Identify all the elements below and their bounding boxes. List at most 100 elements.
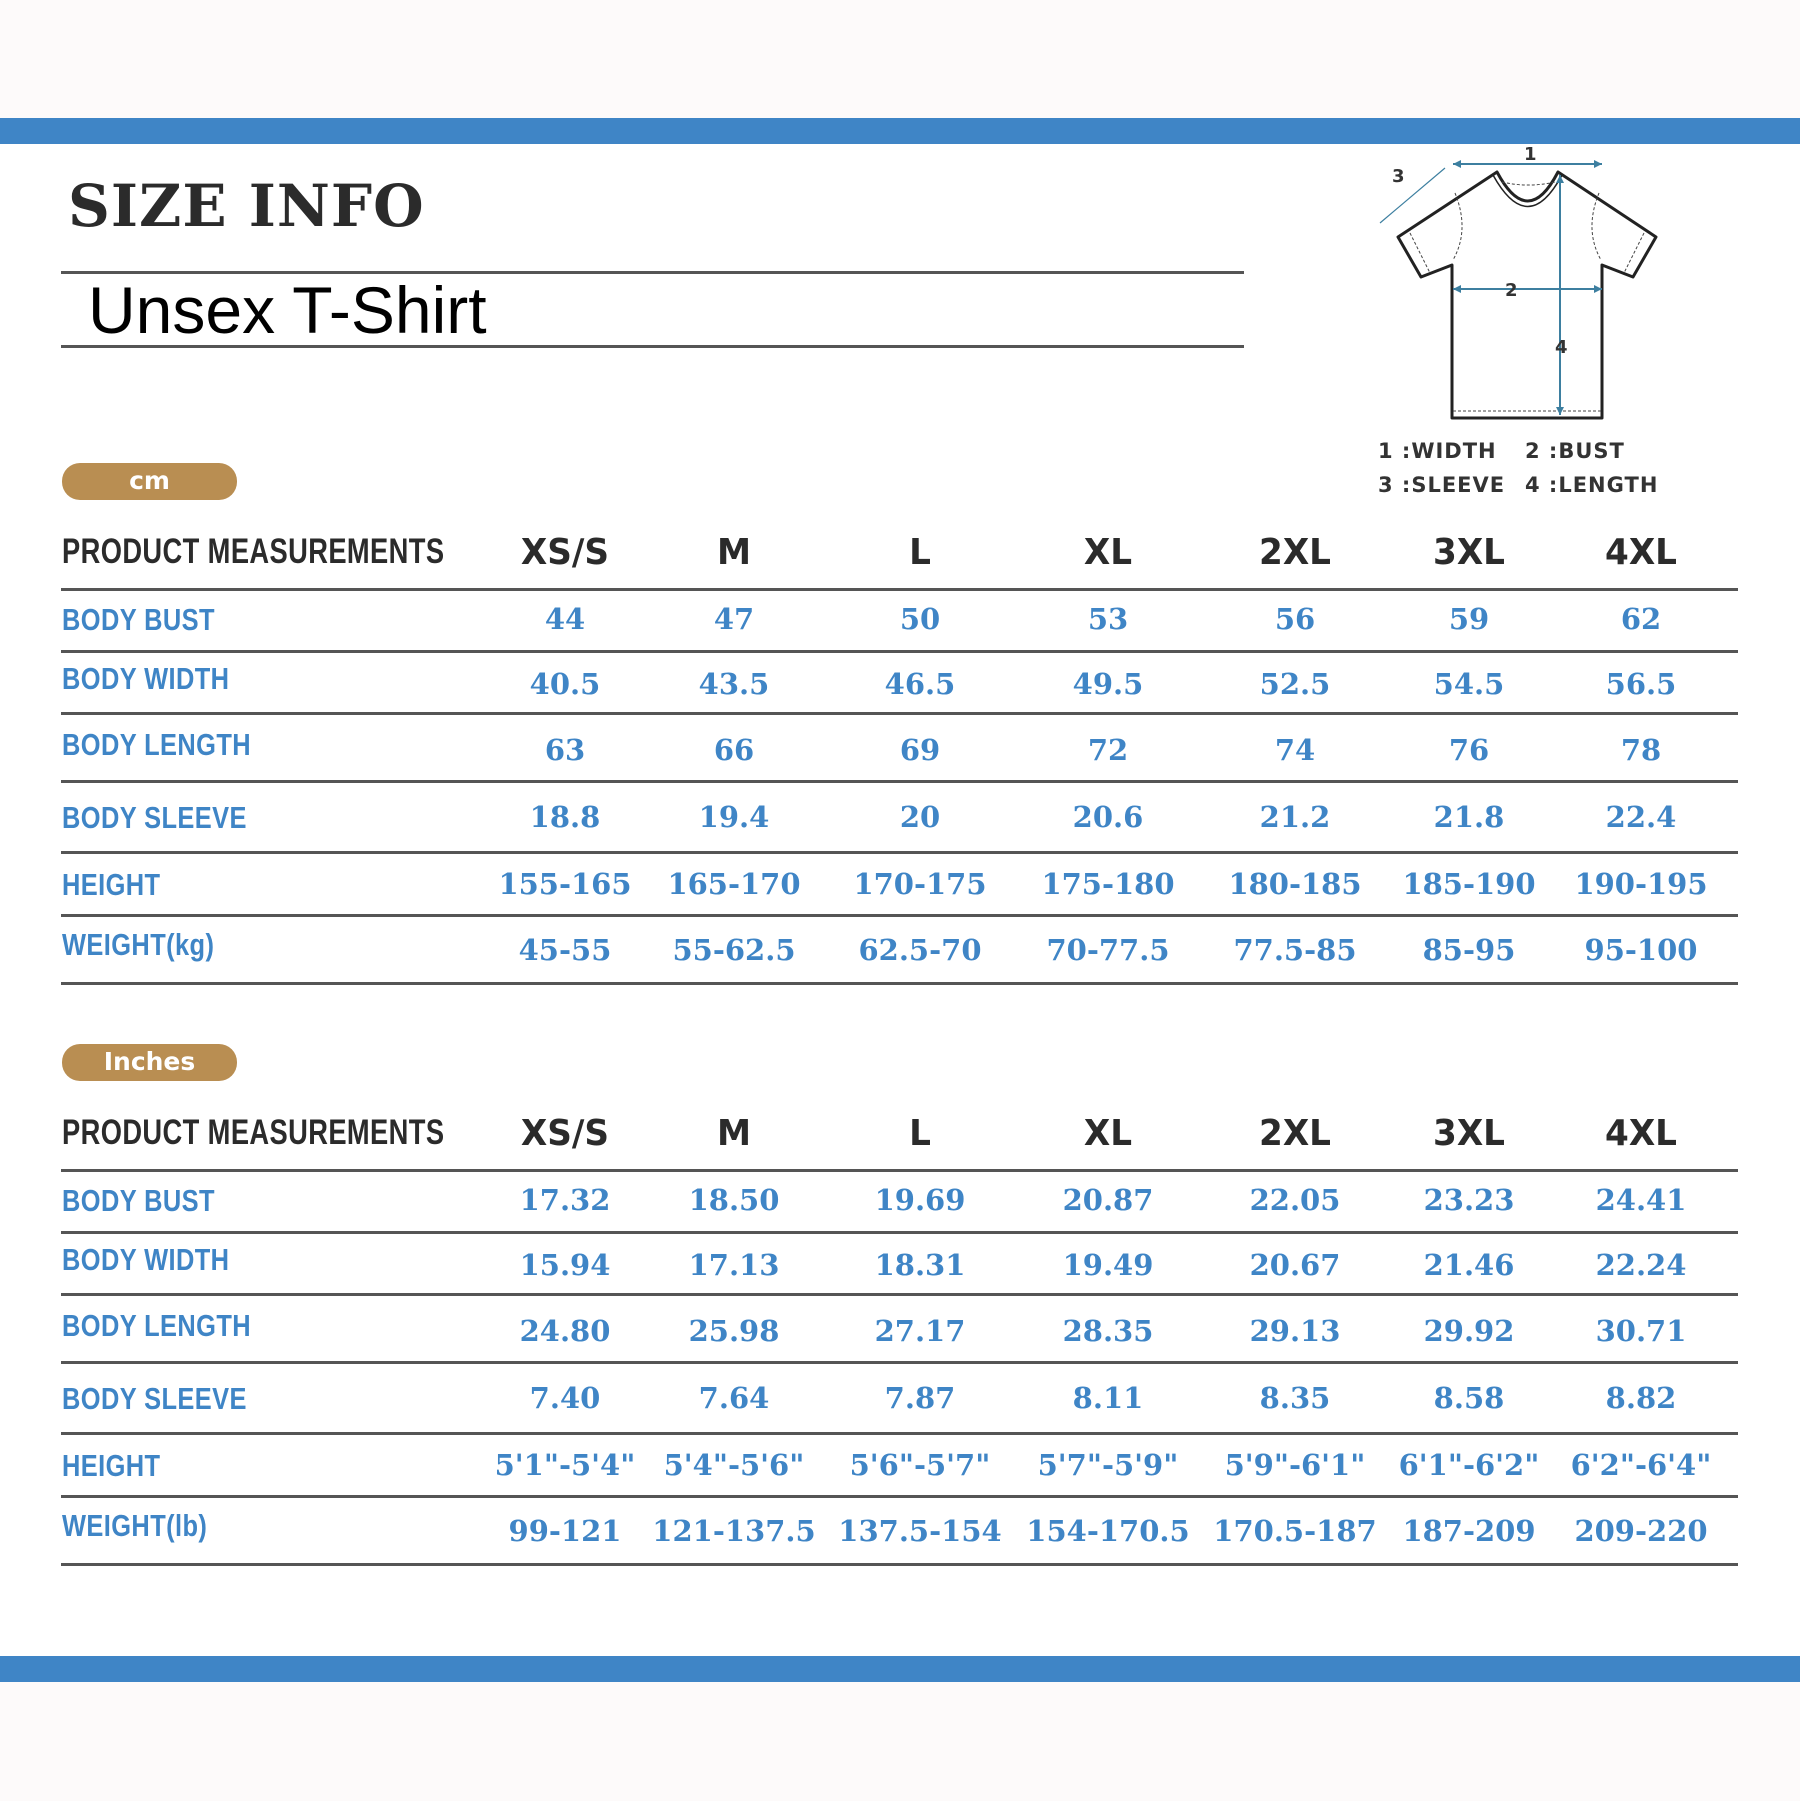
divider bbox=[61, 345, 1244, 348]
column-header: 3XL bbox=[1433, 1113, 1505, 1154]
table-cell: 5'6"-5'7" bbox=[849, 1448, 991, 1482]
column-header: 3XL bbox=[1433, 532, 1505, 573]
table-cell: 76 bbox=[1448, 733, 1490, 767]
table-cell: 23.23 bbox=[1423, 1183, 1515, 1217]
row-label: BODY WIDTH bbox=[62, 661, 230, 696]
table-cell: 66 bbox=[713, 733, 755, 767]
legend-bust: 2 :BUST bbox=[1525, 439, 1625, 463]
top-accent-bar bbox=[0, 118, 1800, 144]
table-cell: 21.8 bbox=[1433, 800, 1505, 834]
table-cell: 72 bbox=[1087, 733, 1129, 767]
table-cell: 85-95 bbox=[1422, 933, 1516, 967]
column-header: M bbox=[716, 1113, 752, 1154]
table-cell: 46.5 bbox=[884, 667, 956, 701]
row-divider bbox=[61, 914, 1738, 917]
table-cell: 74 bbox=[1274, 733, 1316, 767]
column-header: XL bbox=[1083, 532, 1133, 573]
table-cell: 6'1"-6'2" bbox=[1398, 1448, 1540, 1482]
row-divider bbox=[61, 1495, 1738, 1498]
table-cell: 21.46 bbox=[1423, 1248, 1515, 1282]
table-cell: 54.5 bbox=[1433, 667, 1505, 701]
table-cell: 40.5 bbox=[529, 667, 601, 701]
tshirt-outline-icon bbox=[1396, 170, 1658, 420]
table-cell: 5'4"-5'6" bbox=[663, 1448, 805, 1482]
row-label: WEIGHT(lb) bbox=[62, 1508, 208, 1543]
table-cell: 69 bbox=[899, 733, 941, 767]
column-header: L bbox=[909, 532, 931, 573]
table-cell: 55-62.5 bbox=[672, 933, 796, 967]
table-cell: 15.94 bbox=[519, 1248, 611, 1282]
bottom-accent-bar bbox=[0, 1656, 1800, 1682]
row-divider bbox=[61, 982, 1738, 985]
row-label: BODY SLEEVE bbox=[62, 800, 247, 835]
table-cell: 18.50 bbox=[688, 1183, 780, 1217]
table-cell: 7.40 bbox=[529, 1381, 601, 1415]
table-cell: 8.58 bbox=[1433, 1381, 1505, 1415]
column-header: 4XL bbox=[1605, 1113, 1677, 1154]
table-cell: 24.80 bbox=[519, 1314, 611, 1348]
table-cell: 20.6 bbox=[1072, 800, 1144, 834]
table-cell: 50 bbox=[899, 602, 941, 636]
table-cell: 18.8 bbox=[529, 800, 601, 834]
column-header: XL bbox=[1083, 1113, 1133, 1154]
table-cell: 62 bbox=[1620, 602, 1662, 636]
column-header: 4XL bbox=[1605, 532, 1677, 573]
table-cell: 59 bbox=[1448, 602, 1490, 636]
row-label: HEIGHT bbox=[62, 1448, 161, 1483]
row-label: WEIGHT(kg) bbox=[62, 927, 215, 962]
header-label: PRODUCT MEASUREMENTS bbox=[62, 1113, 445, 1152]
product-name: Unsex T-Shirt bbox=[88, 273, 487, 347]
table-cell: 49.5 bbox=[1072, 667, 1144, 701]
tshirt-diagram: 1 2 3 4 1 :WIDTH 2 :BUST 3 :SLEEVE 4 :LE… bbox=[1378, 144, 1658, 497]
row-label: HEIGHT bbox=[62, 867, 161, 902]
table-cell: 17.13 bbox=[688, 1248, 780, 1282]
unit-badge-cm: cm bbox=[62, 463, 237, 500]
row-divider bbox=[61, 1169, 1738, 1172]
table-cell: 19.4 bbox=[698, 800, 770, 834]
table-cell: 29.13 bbox=[1249, 1314, 1341, 1348]
row-label: BODY SLEEVE bbox=[62, 1381, 247, 1416]
row-label: BODY BUST bbox=[62, 1183, 215, 1218]
page-title: SIZE INFO bbox=[68, 172, 425, 240]
table-cell: 6'2"-6'4" bbox=[1570, 1448, 1712, 1482]
table-cell: 22.4 bbox=[1605, 800, 1677, 834]
table-cell: 99-121 bbox=[508, 1514, 622, 1548]
table-cell: 180-185 bbox=[1228, 867, 1362, 901]
table-cell: 44 bbox=[544, 602, 586, 636]
table-cell: 53 bbox=[1087, 602, 1129, 636]
column-header: L bbox=[909, 1113, 931, 1154]
table-cell: 190-195 bbox=[1574, 867, 1708, 901]
table-cell: 25.98 bbox=[688, 1314, 780, 1348]
row-divider bbox=[61, 650, 1738, 653]
row-divider bbox=[61, 1231, 1738, 1234]
table-cell: 185-190 bbox=[1402, 867, 1536, 901]
table-cell: 187-209 bbox=[1402, 1514, 1536, 1548]
column-header: 2XL bbox=[1259, 1113, 1331, 1154]
table-cell: 165-170 bbox=[667, 867, 801, 901]
table-cell: 78 bbox=[1620, 733, 1662, 767]
row-label: BODY BUST bbox=[62, 602, 215, 637]
row-divider bbox=[61, 1432, 1738, 1435]
table-cell: 8.82 bbox=[1605, 1381, 1677, 1415]
table-cell: 24.41 bbox=[1595, 1183, 1687, 1217]
column-header: XS/S bbox=[520, 1113, 610, 1154]
table-cell: 62.5-70 bbox=[858, 933, 982, 967]
diagram-label-3: 3 bbox=[1392, 166, 1405, 187]
column-header: M bbox=[716, 532, 752, 573]
table-cell: 56 bbox=[1274, 602, 1316, 636]
measurement-arrows bbox=[1379, 160, 1602, 415]
legend-sleeve: 3 :SLEEVE bbox=[1378, 473, 1505, 497]
table-cell: 8.35 bbox=[1259, 1381, 1331, 1415]
table-cell: 137.5-154 bbox=[838, 1514, 1002, 1548]
row-divider bbox=[61, 712, 1738, 715]
row-divider bbox=[61, 1563, 1738, 1566]
table-cell: 19.49 bbox=[1062, 1248, 1154, 1282]
table-cell: 170.5-187 bbox=[1213, 1514, 1377, 1548]
table-cell: 20.87 bbox=[1062, 1183, 1154, 1217]
table-cell: 18.31 bbox=[874, 1248, 966, 1282]
table-cell: 20.67 bbox=[1249, 1248, 1341, 1282]
table-cell: 52.5 bbox=[1259, 667, 1331, 701]
diagram-label-1: 1 bbox=[1524, 144, 1537, 165]
row-divider bbox=[61, 780, 1738, 783]
row-label: BODY LENGTH bbox=[62, 727, 252, 762]
